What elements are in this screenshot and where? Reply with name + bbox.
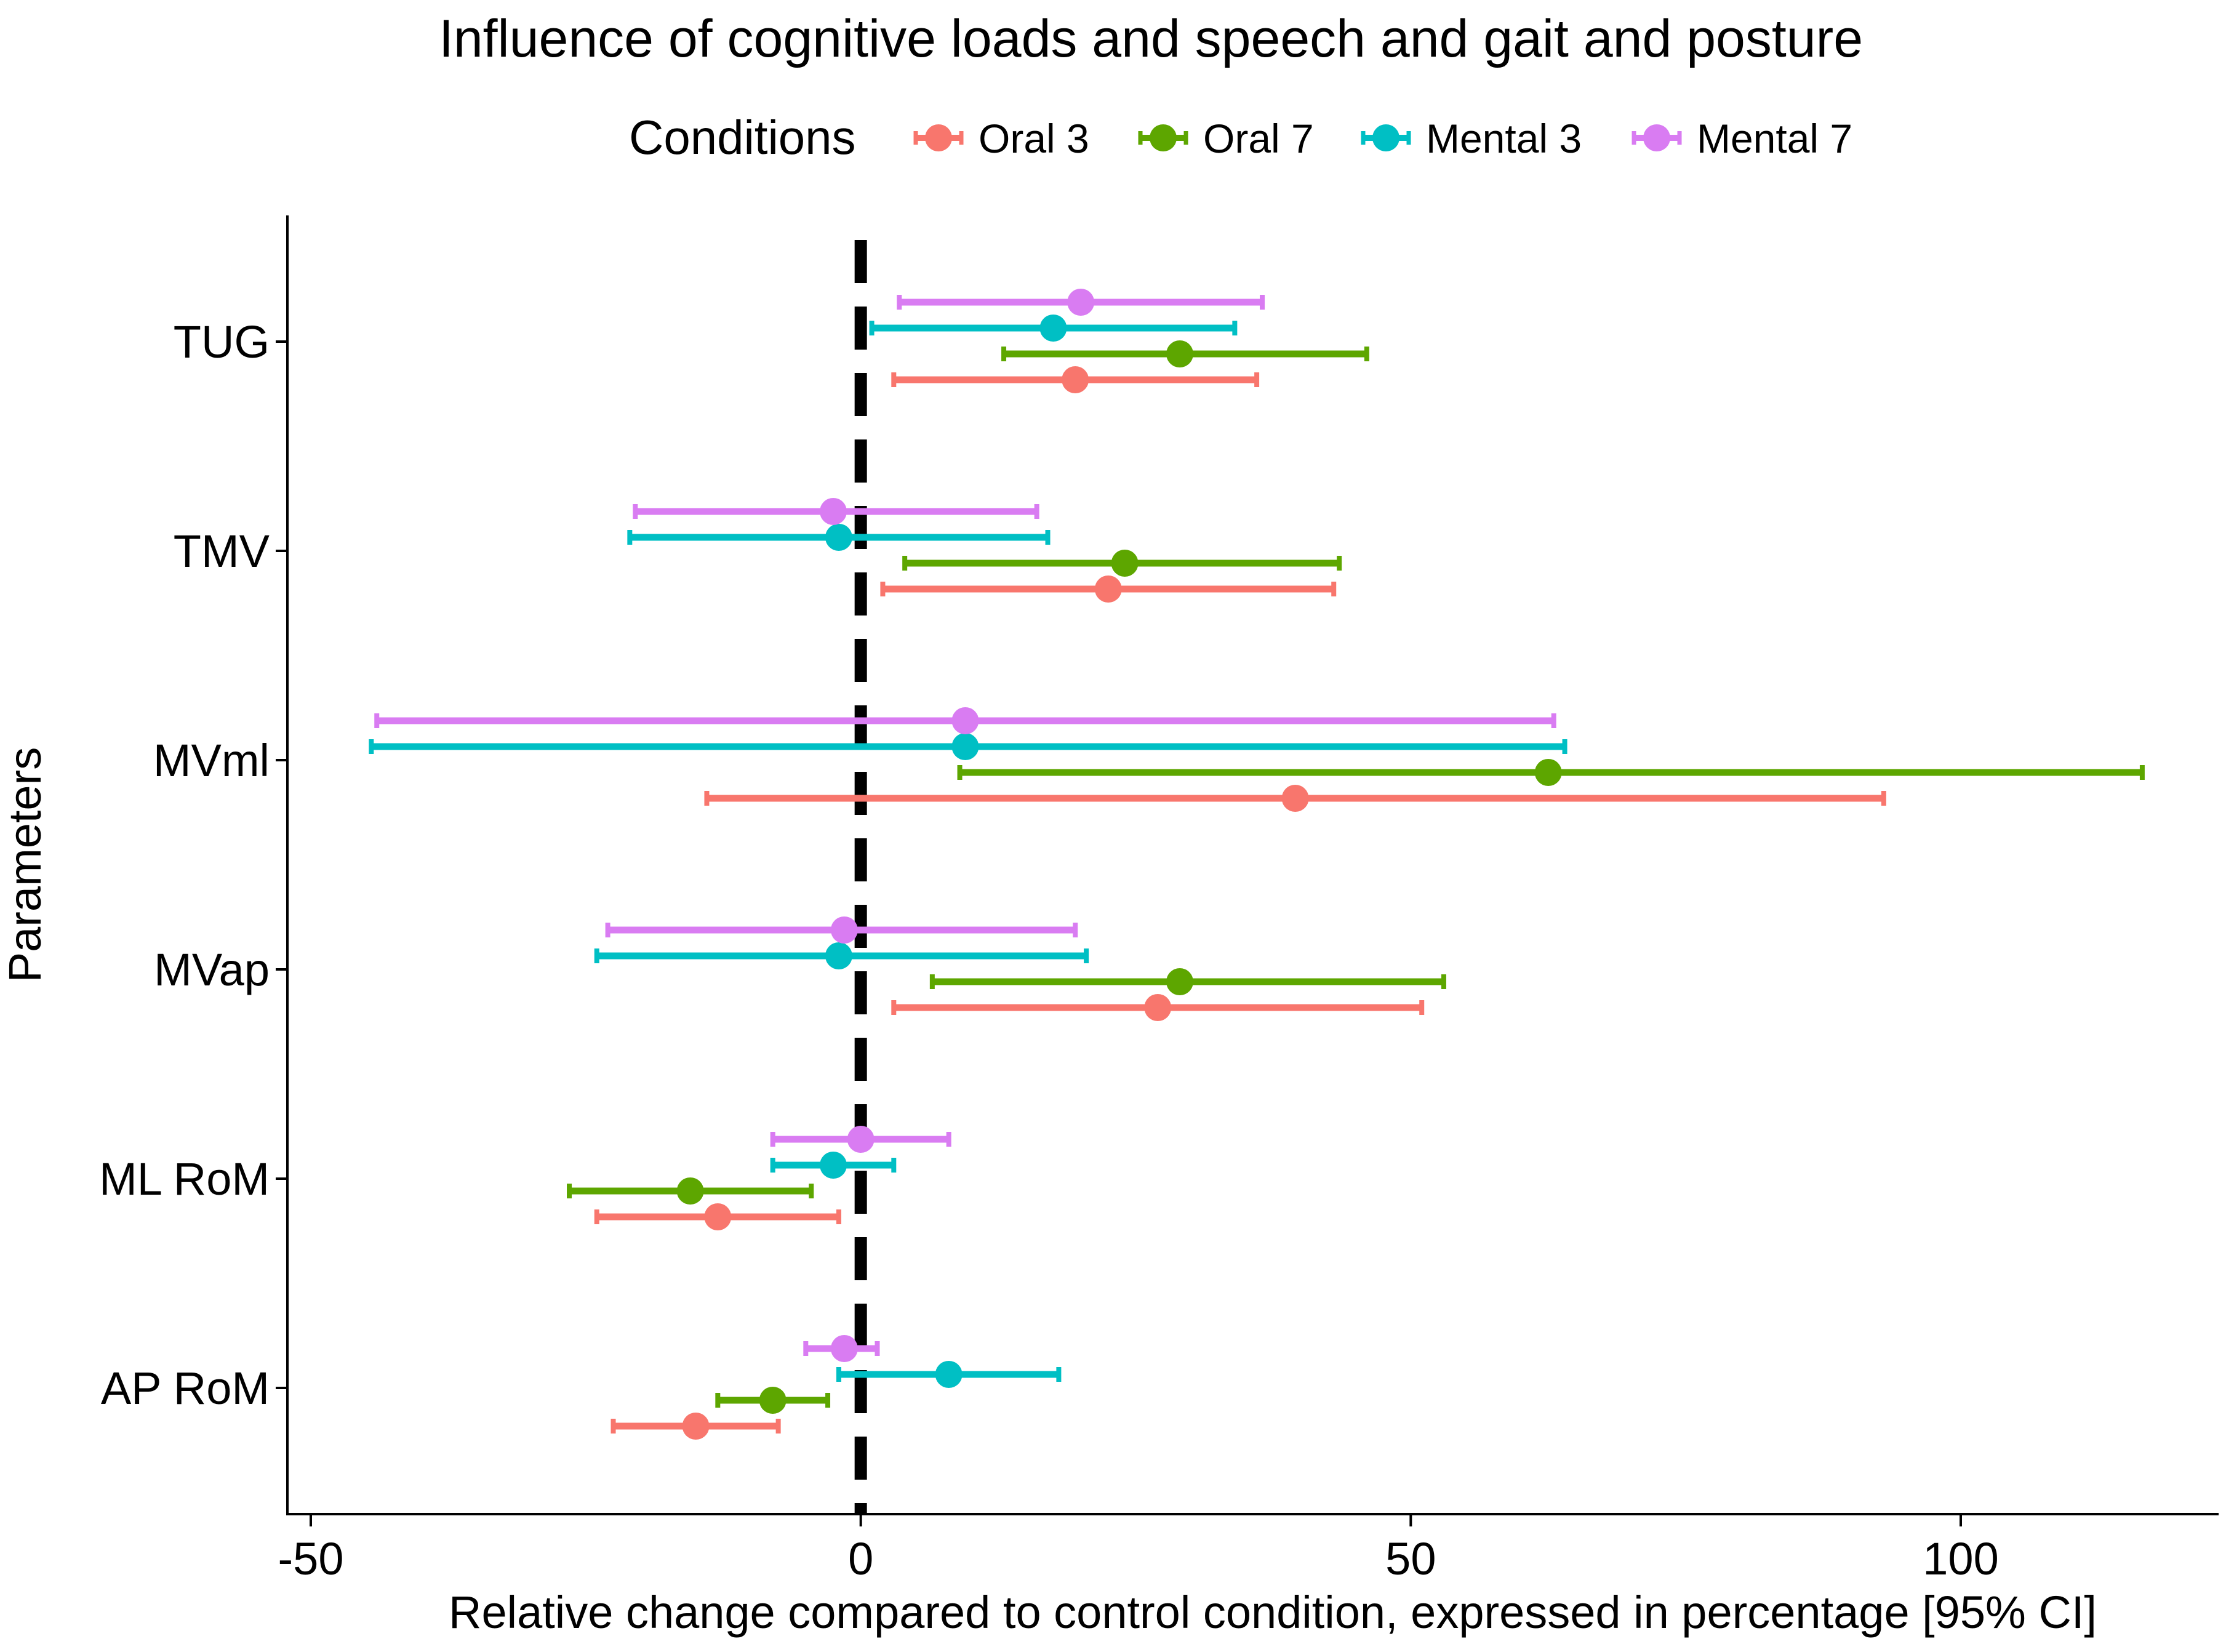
- legend-title: Conditions: [629, 110, 856, 164]
- legend-key-point: [1150, 124, 1177, 151]
- legend-key-point: [1643, 124, 1670, 151]
- point-oral-3-mvap: [1144, 994, 1172, 1021]
- point-oral-7-ap-rom: [759, 1387, 787, 1414]
- x-tick-label: 50: [1385, 1533, 1436, 1584]
- series-oral-3: [594, 366, 1886, 1440]
- x-tick-label: 0: [848, 1533, 873, 1584]
- legend-key-point: [925, 124, 952, 151]
- point-mental-7-mvml: [951, 707, 979, 734]
- point-mental-7-ap-rom: [830, 1335, 858, 1362]
- x-tick-label: 100: [1923, 1533, 1998, 1584]
- point-mental-3-mvml: [951, 733, 979, 760]
- chart-title: Influence of cognitive loads and speech …: [439, 9, 1863, 68]
- y-tick-label-ap-rom: AP RoM: [101, 1363, 270, 1414]
- legend-key-point: [1372, 124, 1399, 151]
- legend-item-mental-7: Mental 7: [1631, 116, 1852, 161]
- point-oral-7-ml-rom: [676, 1177, 704, 1205]
- y-axis-title: Parameters: [0, 747, 50, 982]
- point-mental-7-ml-rom: [847, 1126, 875, 1153]
- legend-item-mental-3: Mental 3: [1361, 116, 1582, 161]
- point-oral-3-mvml: [1281, 785, 1309, 812]
- point-oral-7-tmv: [1111, 550, 1139, 577]
- point-mental-3-ap-rom: [935, 1361, 963, 1388]
- point-mental-3-tug: [1039, 315, 1067, 342]
- plot-area: [369, 240, 2145, 1514]
- point-mental-3-ml-rom: [819, 1152, 847, 1179]
- point-oral-7-tug: [1166, 340, 1193, 367]
- y-tick-label-tug: TUG: [174, 316, 270, 367]
- series-oral-7: [567, 340, 2145, 1414]
- point-oral-7-mvap: [1166, 968, 1193, 995]
- legend-label: Oral 7: [1203, 116, 1314, 161]
- point-mental-7-tug: [1067, 289, 1095, 316]
- point-mental-3-tmv: [825, 524, 852, 551]
- y-tick-label-tmv: TMV: [174, 526, 270, 577]
- point-oral-3-ml-rom: [704, 1203, 732, 1230]
- y-tick-label-mvap: MVap: [154, 944, 270, 995]
- legend: Conditions Oral 3 Oral 7 Mental 3 Mental 7: [629, 110, 1852, 164]
- y-tick-label-mvml: MVml: [153, 735, 270, 786]
- point-mental-7-mvap: [830, 916, 858, 944]
- x-axis-title: Relative change compared to control cond…: [449, 1587, 2097, 1638]
- point-oral-3-tmv: [1094, 575, 1122, 603]
- point-mental-7-tmv: [819, 498, 847, 525]
- series-mental-7: [374, 289, 1556, 1362]
- point-oral-3-ap-rom: [682, 1413, 710, 1440]
- x-tick-label: -50: [278, 1533, 344, 1584]
- point-oral-3-tug: [1062, 366, 1089, 393]
- legend-item-oral-7: Oral 7: [1138, 116, 1314, 161]
- legend-item-oral-3: Oral 3: [913, 116, 1089, 161]
- series-mental-3: [369, 315, 1567, 1388]
- point-oral-7-mvml: [1534, 759, 1562, 786]
- y-tick-label-ml-rom: ML RoM: [99, 1153, 270, 1205]
- axes: TUG TMV MVml MVap ML RoM AP RoM -50 0 50 100: [99, 215, 2219, 1584]
- legend-label: Oral 3: [979, 116, 1089, 161]
- point-mental-3-mvap: [825, 942, 852, 969]
- legend-label: Mental 3: [1426, 116, 1582, 161]
- legend-label: Mental 7: [1697, 116, 1852, 161]
